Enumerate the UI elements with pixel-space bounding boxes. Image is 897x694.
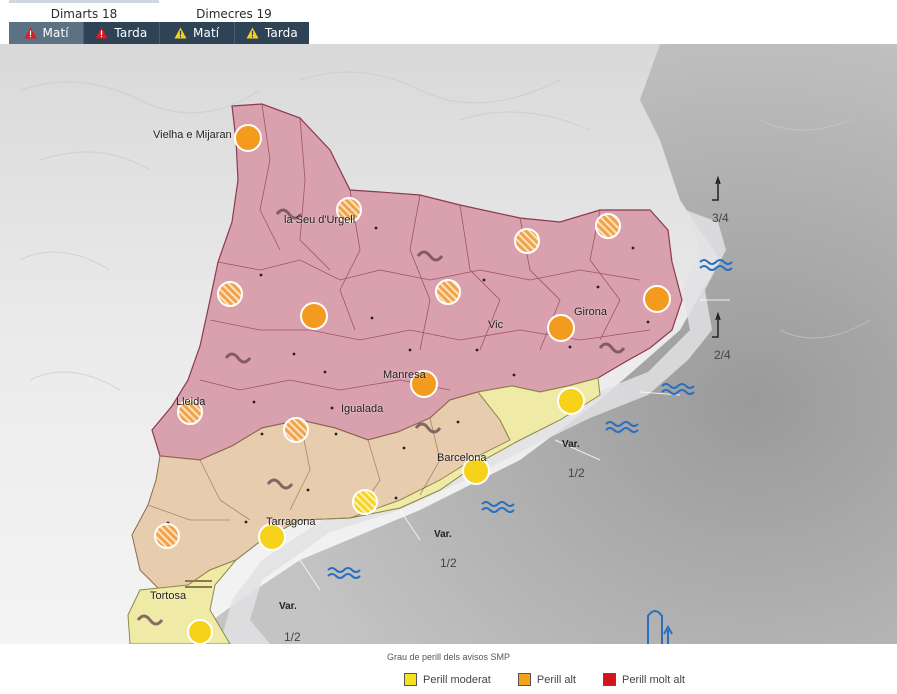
place-label-igualada: Igualada <box>341 403 384 415</box>
sea-state-label: 1/2 <box>440 556 457 570</box>
zone-moderat[interactable] <box>127 377 601 644</box>
warning-triangle-icon <box>174 27 187 39</box>
day-tabs: Dimarts 18 Dimecres 19 <box>9 0 309 22</box>
warning-triangle-icon <box>246 27 259 39</box>
fog-icon <box>185 580 212 588</box>
wind-arrow-icons <box>712 175 721 338</box>
wave-icons <box>327 259 733 579</box>
storm-icons-yellow <box>187 387 585 644</box>
sea-state-label: 3/4 <box>712 211 729 225</box>
wind-label: Var. <box>279 601 297 612</box>
storm-icons-orange <box>234 124 671 398</box>
relief-texture <box>19 71 871 391</box>
legend-item-moderat: Perill moderat <box>404 673 491 686</box>
legend-swatch-yellow <box>404 673 417 686</box>
warning-triangle-icon <box>24 27 37 39</box>
period-tab-tuesday-morning[interactable]: Matí <box>9 22 85 44</box>
place-label-vic: Vic <box>488 319 504 331</box>
legend: Perill moderat Perill alt Perill molt al… <box>404 673 712 686</box>
day-tab-tuesday[interactable]: Dimarts 18 <box>9 0 159 22</box>
sea-gauge-icon <box>647 610 673 644</box>
period-tab-wednesday-afternoon[interactable]: Tarda <box>235 22 309 44</box>
warning-triangle-icon <box>95 27 108 39</box>
place-label-lleida: Lleida <box>176 396 206 408</box>
legend-item-molt-alt: Perill molt alt <box>602 673 685 686</box>
rain-icons-orange <box>154 197 621 549</box>
sea-state-label: 1/2 <box>284 630 301 644</box>
place-label-girona: Girona <box>574 306 608 318</box>
period-label: Tarda <box>264 26 298 40</box>
hail-icons <box>136 208 626 626</box>
capital-dots <box>166 226 650 525</box>
wind-label: Var. <box>562 439 580 450</box>
period-label: Matí <box>42 26 69 40</box>
wind-label: Var. <box>434 529 452 540</box>
map-canvas <box>0 44 897 644</box>
place-label-manresa: Manresa <box>383 369 426 381</box>
period-label: Matí <box>193 26 220 40</box>
place-label-tortosa: Tortosa <box>150 590 187 602</box>
period-tab-wednesday-morning[interactable]: Matí <box>160 22 235 44</box>
period-tab-tuesday-afternoon[interactable]: Tarda <box>84 22 160 44</box>
day-tab-wednesday[interactable]: Dimecres 19 <box>196 7 272 21</box>
place-label-vielha: Vielha e Mijaran <box>153 129 232 141</box>
sea-state-label: 2/4 <box>714 348 731 362</box>
legend-title: Grau de perill dels avisos SMP <box>386 652 511 662</box>
legend-label: Perill molt alt <box>621 673 685 686</box>
legend-swatch-orange <box>517 673 531 686</box>
legend-label: Perill alt <box>536 673 576 686</box>
place-label-barcelona: Barcelona <box>437 452 487 464</box>
sea-state-label: 1/2 <box>568 466 585 480</box>
legend-swatch-red <box>602 673 616 686</box>
legend-item-alt: Perill alt <box>517 673 576 686</box>
period-label: Tarda <box>114 26 148 40</box>
legend-label: Perill moderat <box>423 673 491 686</box>
period-tabs: Matí Tarda Matí Tarda <box>9 22 309 44</box>
place-label-tarragona: Tarragona <box>266 516 316 528</box>
warning-map[interactable]: Vielha e Mijaran la Seu d'Urgell Vic Gir… <box>0 44 897 644</box>
place-label-seu-urgell: la Seu d'Urgell <box>284 214 356 226</box>
